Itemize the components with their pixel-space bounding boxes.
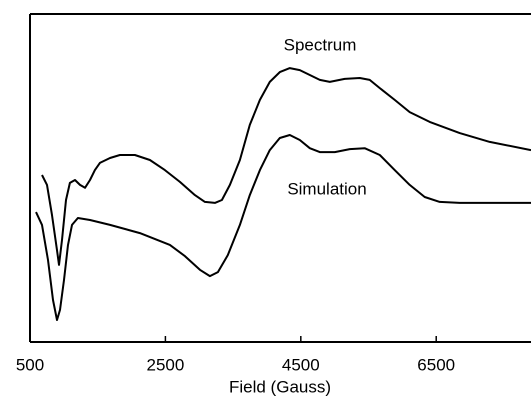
series-line [41,67,531,266]
series-label: Simulation [287,179,366,198]
x-tick-label: 6500 [417,355,455,374]
frame [29,13,531,343]
x-tick-label: 2500 [146,355,184,374]
series-label: Spectrum [284,35,357,54]
series-line [35,134,531,321]
x-axis-label: Field (Gauss) [229,377,331,396]
x-tick-label: 500 [16,355,44,374]
x-tick-label: 4500 [282,355,320,374]
